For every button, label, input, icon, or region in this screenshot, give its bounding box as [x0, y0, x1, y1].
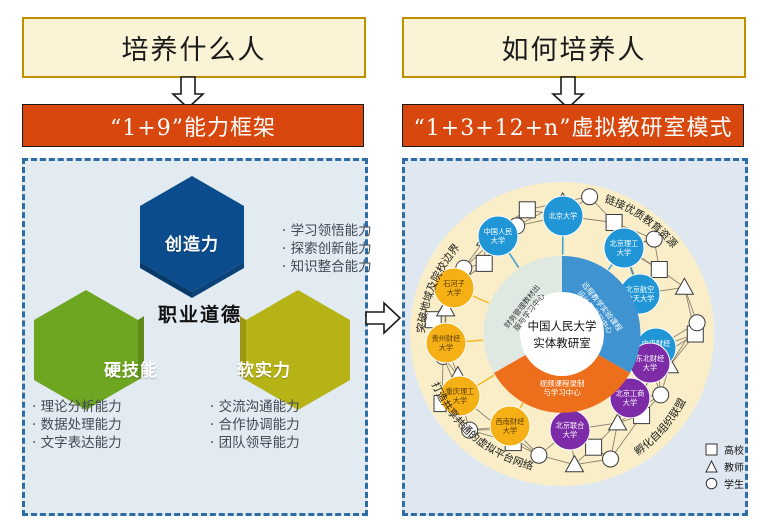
virtual-teaching-network-diagram: 中国人民大学北京大学北京理工大学北京航空航天大学中央财经大学石河子大学贵州财经大… — [402, 158, 744, 510]
university-node[interactable]: 重庆理工大学 — [439, 375, 481, 417]
bullet-item: 交流沟通能力 — [210, 398, 300, 416]
square-icon — [705, 443, 718, 456]
arrow-right-icon — [364, 300, 402, 336]
university-label: 北京联合大学 — [556, 421, 585, 439]
node-student — [645, 230, 663, 248]
petal-label-creativity: 创造力 — [165, 235, 219, 255]
bullet-item: 数据处理能力 — [32, 416, 122, 434]
bullet-item: 团队领导能力 — [210, 434, 300, 452]
bullet-group-bottom-right: 交流沟通能力 合作协调能力 团队领导能力 — [210, 398, 300, 452]
university-node[interactable]: 石河子大学 — [433, 267, 475, 309]
university-label: 重庆理工大学 — [446, 387, 475, 405]
right-header-text: 如何培养人 — [501, 35, 647, 66]
node-student — [602, 450, 619, 468]
university-node[interactable]: 北京理工大学 — [603, 227, 645, 269]
node-teacher — [674, 277, 695, 295]
bullet-item: 文字表达能力 — [32, 434, 122, 452]
university-node[interactable]: 北京联合大学 — [549, 409, 591, 451]
node-school — [585, 438, 603, 456]
right-header-box: 如何培养人 — [402, 17, 746, 78]
university-bubble — [542, 195, 584, 237]
node-student — [652, 386, 670, 404]
bullet-item: 理论分析能力 — [32, 398, 122, 416]
network-university-nodes: 中国人民大学北京大学北京理工大学北京航空航天大学中央财经大学石河子大学贵州财经大… — [425, 195, 677, 451]
bullet-group-top-right: 学习领悟能力 探索创新能力 知识整合能力 — [282, 222, 372, 276]
petal-label-soft-power: 软实力 — [237, 361, 291, 381]
core-label-professional-ethics: 职业道德 — [158, 304, 243, 326]
petal-label-hard-skills: 硬技能 — [104, 361, 158, 381]
bullet-item: 合作协调能力 — [210, 416, 300, 434]
node-school — [650, 261, 668, 278]
university-label: 中国人民大学 — [484, 227, 513, 245]
university-bubble — [439, 375, 481, 417]
university-node[interactable]: 西南财经大学 — [489, 405, 531, 447]
university-node[interactable]: 中国人民大学 — [477, 215, 519, 257]
node-teacher — [564, 454, 585, 473]
node-student — [688, 314, 706, 332]
right-banner-text: “1+3+12+n”虚拟教研室模式 — [413, 115, 733, 141]
left-banner-text: “1+9”能力框架 — [110, 115, 276, 141]
university-bubble — [425, 322, 467, 364]
left-banner: “1+9”能力框架 — [22, 104, 364, 147]
circle-icon — [705, 477, 718, 490]
network-legend: 高校 教师 学生 — [705, 441, 767, 492]
arrow-down-icon-right — [550, 76, 586, 110]
legend-row-teacher: 教师 — [705, 458, 767, 475]
university-bubble — [603, 227, 645, 269]
capability-hexagon-diagram: 创造力 硬技能 软实力 职业道德 学习领悟能力 探索创新能力 知识整合能力 理论… — [22, 158, 372, 510]
university-bubble — [609, 377, 651, 419]
university-label: 北京航空航天大学 — [626, 285, 655, 303]
petal-creativity — [140, 176, 244, 298]
triangle-icon — [705, 460, 718, 473]
node-teacher — [607, 412, 628, 431]
node-student — [530, 446, 548, 464]
left-header-text: 培养什么人 — [121, 35, 267, 66]
university-label: 北京理工大学 — [610, 239, 639, 257]
university-node[interactable]: 北京大学 — [542, 195, 584, 237]
university-label: 贵州财经大学 — [432, 334, 461, 352]
university-label: 西南财经大学 — [496, 417, 525, 435]
legend-row-student: 学生 — [705, 475, 767, 492]
node-school — [475, 254, 493, 272]
node-school — [518, 201, 536, 219]
hub-center-line2: 实体教研室 — [533, 336, 591, 350]
legend-row-school: 高校 — [705, 441, 767, 458]
petal-soft-power — [240, 290, 350, 410]
university-bubble — [489, 405, 531, 447]
university-label: 石河子大学 — [443, 279, 465, 297]
university-label: 北京工商大学 — [616, 389, 645, 407]
legend-label-school: 高校 — [724, 446, 744, 457]
central-hub — [483, 255, 641, 413]
left-header-box: 培养什么人 — [22, 17, 366, 78]
university-label: 东北财经大学 — [636, 354, 665, 372]
university-bubble — [477, 215, 519, 257]
arrow-down-icon-left — [170, 76, 206, 110]
hub-core — [520, 292, 604, 376]
petal-hard-skills — [34, 290, 144, 410]
university-node[interactable]: 贵州财经大学 — [425, 322, 467, 364]
bullet-item: 学习领悟能力 — [282, 222, 372, 240]
university-bubble — [433, 267, 475, 309]
university-label: 北京大学 — [549, 212, 578, 221]
legend-label-teacher: 教师 — [724, 463, 744, 474]
node-student — [461, 421, 479, 439]
node-student — [581, 188, 599, 206]
bullet-item: 探索创新能力 — [282, 240, 372, 258]
hub-segment-label: 视频课程录制与学习中心 — [540, 378, 585, 397]
hub-center-line1: 中国人民大学 — [528, 319, 597, 333]
university-node[interactable]: 北京工商大学 — [609, 377, 651, 419]
legend-label-student: 学生 — [724, 480, 744, 491]
bullet-item: 知识整合能力 — [282, 258, 372, 276]
bullet-group-bottom-left: 理论分析能力 数据处理能力 文字表达能力 — [32, 398, 122, 452]
right-banner: “1+3+12+n”虚拟教研室模式 — [402, 104, 744, 147]
